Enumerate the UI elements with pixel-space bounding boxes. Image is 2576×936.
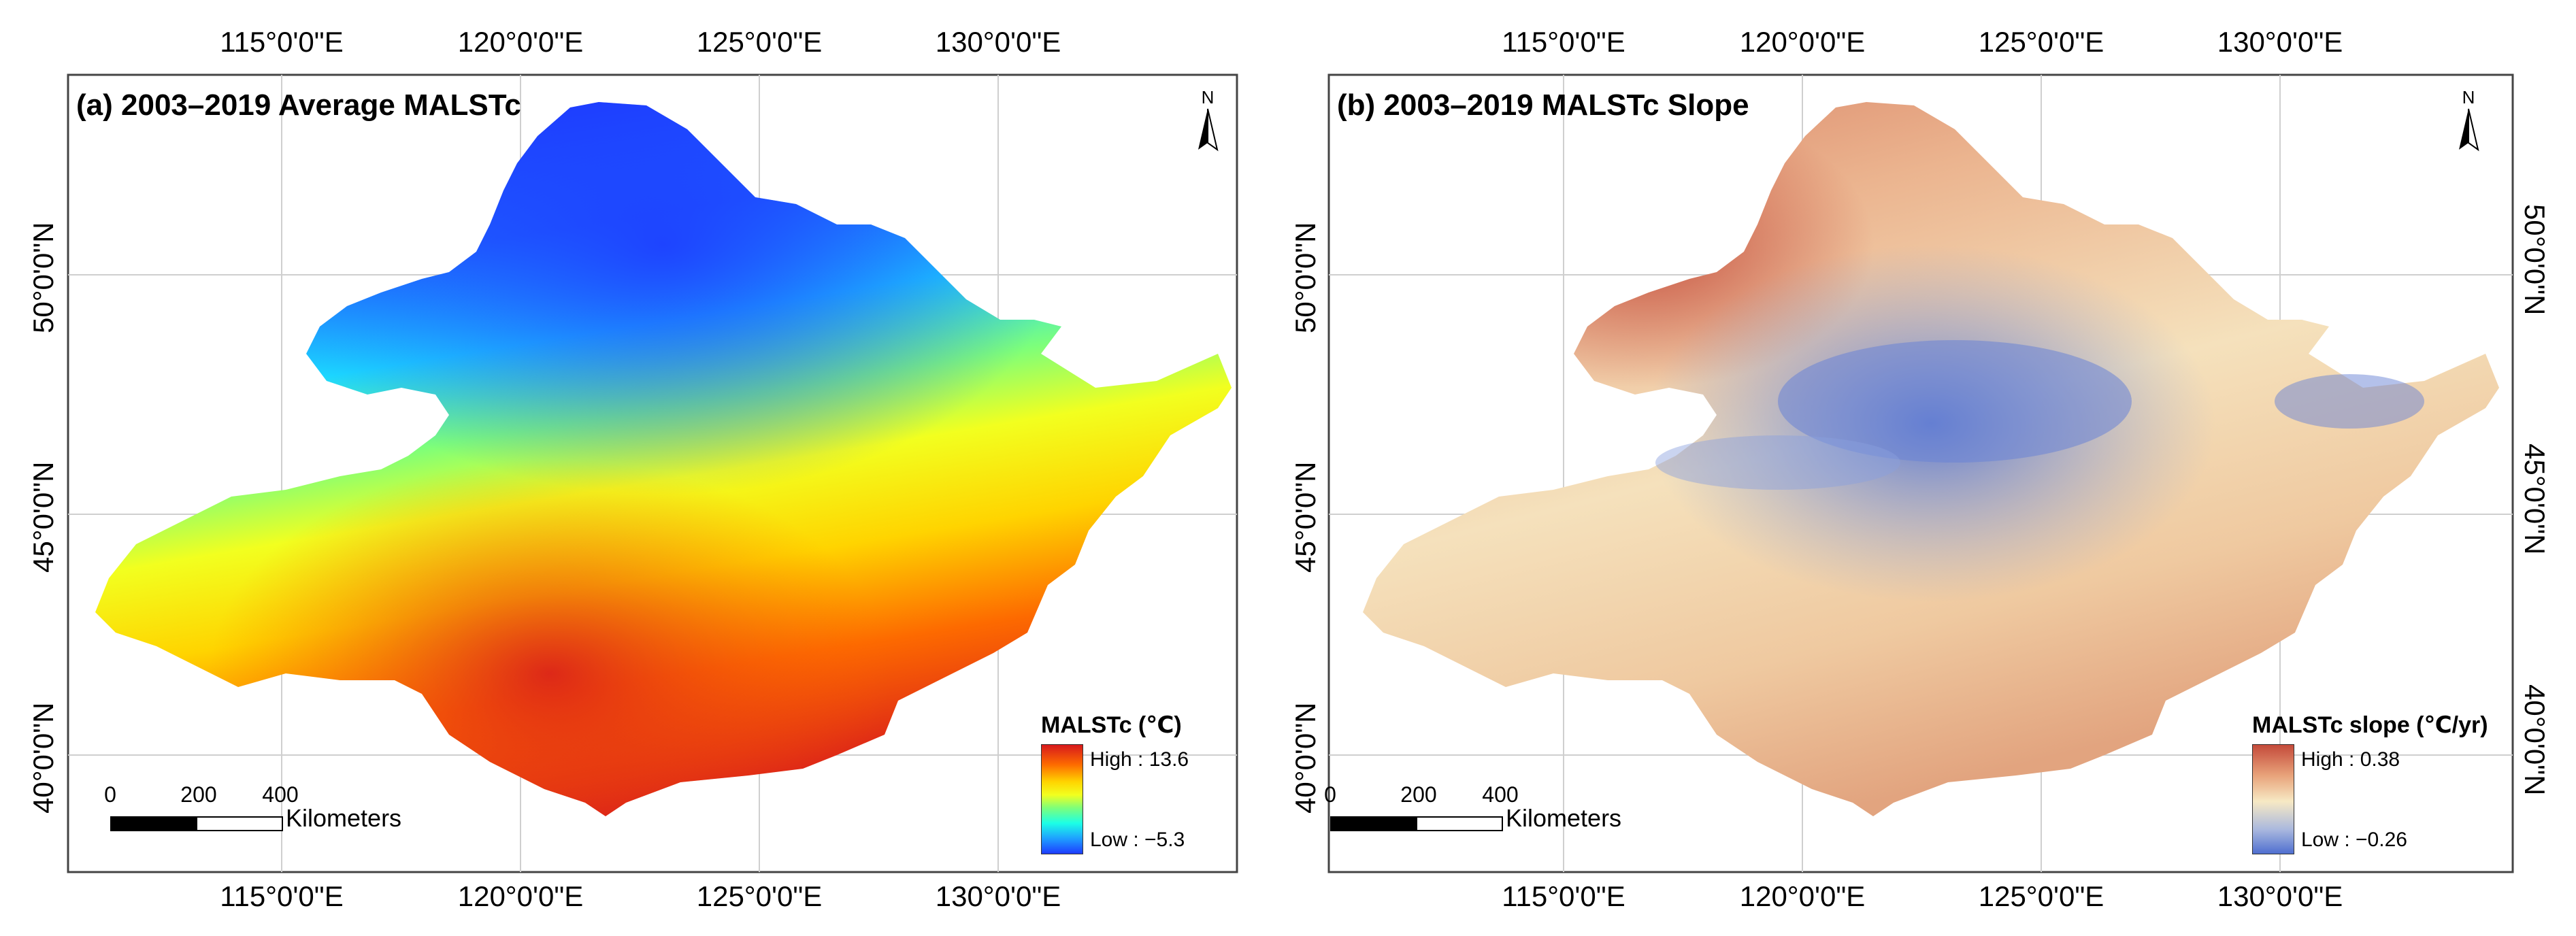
north-letter: N bbox=[1201, 87, 1215, 107]
scale-tick: 0 bbox=[1324, 782, 1336, 807]
north-arrow-icon bbox=[1198, 108, 1219, 152]
north-letter: N bbox=[2462, 87, 2475, 107]
lon-tick-top: 125°0'0"E bbox=[1978, 26, 2104, 58]
negative-slope-zone bbox=[2275, 374, 2424, 429]
panel-a-average-malstc: (a) 2003–2019 Average MALSTc N 115°0'0"E… bbox=[27, 26, 1238, 912]
scale-unit-a: Kilometers bbox=[286, 804, 402, 832]
lon-tick-bottom: 130°0'0"E bbox=[2217, 880, 2343, 912]
legend-high-b: High : 0.38 bbox=[2301, 748, 2400, 771]
legend-high-a: High : 13.6 bbox=[1090, 748, 1189, 771]
lat-tick-left: 40°0'0"N bbox=[27, 702, 59, 814]
scale-tick: 400 bbox=[1482, 782, 1519, 807]
panel-a-map bbox=[67, 73, 1238, 873]
panel-b-malstc-slope: (b) 2003–2019 MALSTc Slope N 115°0'0"E 1… bbox=[1288, 0, 2576, 936]
negative-slope-zone bbox=[1655, 435, 1900, 490]
lon-tick-top: 120°0'0"E bbox=[457, 26, 584, 58]
scale-tick: 400 bbox=[262, 782, 299, 807]
north-label-a: N bbox=[1184, 87, 1232, 107]
lat-tick-left: 50°0'0"N bbox=[27, 222, 59, 334]
lon-tick-bottom: 115°0'0"E bbox=[220, 880, 344, 912]
lon-tick-top: 115°0'0"E bbox=[1502, 26, 1625, 58]
lon-tick-bottom: 120°0'0"E bbox=[457, 880, 584, 912]
scale-tick: 0 bbox=[104, 782, 116, 807]
lon-tick-bottom: 120°0'0"E bbox=[1739, 880, 1866, 912]
negative-slope-zone bbox=[1778, 340, 2132, 463]
lon-tick-top: 125°0'0"E bbox=[696, 26, 823, 58]
legend-low-b: Low : −0.26 bbox=[2301, 829, 2407, 851]
lon-tick-bottom: 115°0'0"E bbox=[1502, 880, 1625, 912]
lon-tick-top: 120°0'0"E bbox=[1739, 26, 1866, 58]
scale-bar-b bbox=[1330, 816, 1503, 831]
panel-b-map bbox=[1327, 73, 2514, 873]
scale-tick: 200 bbox=[1400, 782, 1437, 807]
panel-a-title: (a) 2003–2019 Average MALSTc bbox=[76, 88, 521, 122]
scale-unit-b: Kilometers bbox=[1506, 804, 1622, 832]
panel-b-title: (b) 2003–2019 MALSTc Slope bbox=[1337, 88, 1749, 122]
scale-tick: 200 bbox=[180, 782, 217, 807]
lat-tick-right: 50°0'0"N bbox=[2519, 204, 2551, 316]
lon-tick-top: 115°0'0"E bbox=[220, 26, 344, 58]
lat-tick-right: 45°0'0"N bbox=[2519, 444, 2551, 555]
north-arrow-icon bbox=[2459, 108, 2479, 152]
legend-color-ramp-b bbox=[2252, 744, 2294, 854]
lat-tick-left: 45°0'0"N bbox=[27, 461, 59, 573]
lon-tick-bottom: 125°0'0"E bbox=[1978, 880, 2104, 912]
lon-tick-bottom: 125°0'0"E bbox=[696, 880, 823, 912]
scale-bar-a bbox=[110, 816, 283, 831]
lat-tick-left: 40°0'0"N bbox=[1289, 702, 1321, 814]
legend-title-b: MALSTc slope (℃/yr) bbox=[2252, 712, 2488, 738]
north-label-b: N bbox=[2445, 87, 2492, 107]
lon-tick-top: 130°0'0"E bbox=[935, 26, 1061, 58]
lon-tick-bottom: 130°0'0"E bbox=[935, 880, 1061, 912]
legend-color-ramp-a bbox=[1041, 744, 1083, 854]
legend-low-a: Low : −5.3 bbox=[1090, 829, 1185, 851]
lon-tick-top: 130°0'0"E bbox=[2217, 26, 2343, 58]
lat-tick-right: 40°0'0"N bbox=[2519, 684, 2551, 796]
lat-tick-left: 45°0'0"N bbox=[1289, 461, 1321, 573]
legend-title-a: MALSTc (℃) bbox=[1041, 712, 1182, 738]
lat-tick-left: 50°0'0"N bbox=[1289, 222, 1321, 334]
